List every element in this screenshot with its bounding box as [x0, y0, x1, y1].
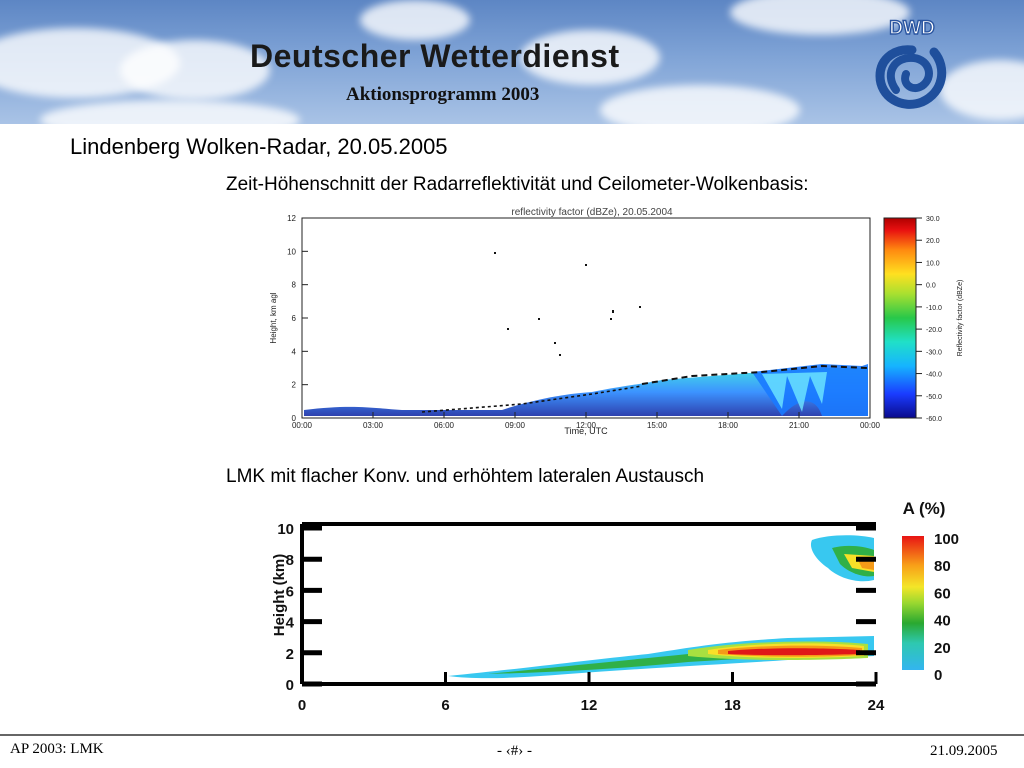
radar-colorbar-tick-label: 10.0: [926, 260, 940, 267]
cloud-decoration: [600, 85, 800, 124]
header-banner: Deutscher Wetterdienst Aktionsprogramm 2…: [0, 0, 1024, 124]
ceilometer-cloud-base: [641, 364, 869, 385]
radar-reflectivity-plot: reflectivity factor (dBZe), 20.05.2004 H…: [269, 207, 964, 436]
radar-y-tick-label: 4: [292, 347, 297, 356]
model-y-axis: 0 2 4 6 8 10: [277, 521, 876, 694]
model-x-tick-label: 12: [581, 697, 598, 714]
dwd-logo-icon: DWD: [875, 17, 947, 109]
footer-page-number: - ‹#› -: [497, 743, 532, 759]
model-caption: LMK mit flacher Konv. und erhöhtem later…: [226, 466, 705, 487]
model-y-tick-label: 0: [286, 677, 294, 694]
footer-divider: [0, 734, 1024, 736]
radar-echo-layer: [304, 368, 868, 416]
model-y-tick-label: 8: [286, 552, 294, 569]
radar-colorbar: [883, 217, 917, 419]
model-ylabel: Height (km): [271, 554, 288, 637]
radar-y-tick-label: 6: [292, 314, 297, 323]
radar-colorbar-tick-label: -10.0: [926, 305, 942, 312]
radar-colorbar-tick-label: -20.0: [926, 327, 942, 334]
radar-y-tick-label: 2: [292, 381, 297, 390]
model-colorbar: [902, 536, 924, 670]
radar-x-tick-label: 03:00: [363, 421, 384, 430]
radar-y-tick-label: 0: [292, 414, 297, 423]
model-colorbar-tick-label: 80: [934, 558, 951, 575]
radar-x-tick-label: 15:00: [647, 421, 668, 430]
model-colorbar-tick-label: 100: [934, 531, 959, 548]
model-frame: [300, 522, 876, 686]
radar-x-tick-label: 00:00: [292, 421, 313, 430]
radar-x-tick-label: 09:00: [505, 421, 526, 430]
cloud-decoration: [120, 40, 270, 100]
model-x-axis: 0 6 12 18 24: [298, 672, 885, 714]
radar-x-axis: 00:00 03:00 06:00 09:00 12:00 15:00 18:00 21:00…: [292, 412, 881, 430]
model-colorbar-ticks: 100 80 60 40 20 0: [934, 531, 959, 684]
ceilometer-points: [494, 252, 641, 356]
radar-caption: Zeit-Höhenschnitt der Radarreflektivität…: [226, 174, 809, 195]
legend-title: A (%): [903, 499, 946, 518]
cloud-decoration: [940, 60, 1024, 120]
model-y-tick-label: 10: [277, 521, 294, 538]
brand-subtitle: Aktionsprogramm 2003: [346, 84, 540, 105]
footer-left: AP 2003: LMK: [10, 741, 104, 757]
radar-y-tick-label: 10: [287, 247, 296, 256]
radar-colorbar-label: Reflectivity factor (dBZe): [957, 280, 964, 357]
radar-colorbar-tick-label: -50.0: [926, 394, 942, 401]
radar-colorbar-tick-label: 30.0: [926, 216, 940, 223]
radar-plot-title: reflectivity factor (dBZe), 20.05.2004: [511, 207, 673, 218]
radar-colorbar-tick-label: -30.0: [926, 349, 942, 356]
radar-x-tick-label: 00:00: [860, 421, 881, 430]
cloud-decoration: [730, 0, 910, 35]
radar-colorbar-ticks: 30.0 20.0 10.0 0.0 -10.0 -20.0 -30.0 -40.0 -50.0…: [916, 216, 942, 423]
radar-colorbar-tick-label: 20.0: [926, 238, 940, 245]
radar-y-tick-label: 8: [292, 281, 297, 290]
cloud-decoration: [360, 0, 470, 40]
model-x-tick-label: 18: [724, 697, 741, 714]
radar-x-tick-label: 21:00: [789, 421, 810, 430]
radar-colorbar-tick-label: -40.0: [926, 372, 942, 379]
model-colorbar-tick-label: 40: [934, 613, 951, 630]
model-x-tick-label: 6: [441, 697, 449, 714]
radar-colorbar-tick-label: -60.0: [926, 416, 942, 423]
radar-ylabel: Height, km agl: [269, 292, 278, 343]
radar-y-axis: 0 2 4 6 8 10 12: [287, 214, 308, 423]
slide-title: Lindenberg Wolken-Radar, 20.05.2005: [70, 134, 448, 159]
footer-date: 21.09.2005: [930, 743, 998, 759]
brand-title: Deutscher Wetterdienst: [250, 38, 620, 74]
model-x-tick-label: 24: [868, 697, 885, 714]
radar-xlabel: Time, UTC: [564, 426, 608, 436]
model-y-tick-label: 2: [286, 646, 294, 663]
model-colorbar-tick-label: 60: [934, 585, 951, 602]
radar-x-tick-label: 18:00: [718, 421, 739, 430]
radar-x-tick-label: 06:00: [434, 421, 455, 430]
radar-colorbar-tick-label: 0.0: [926, 283, 936, 290]
cloud-decoration: [40, 100, 300, 124]
model-colorbar-tick-label: 20: [934, 640, 951, 657]
radar-x-tick-label: 12:00: [576, 421, 597, 430]
model-y-tick-label: 4: [286, 615, 295, 632]
radar-y-tick-label: 12: [287, 214, 296, 223]
cloud-decoration: [520, 30, 660, 85]
model-y-tick-label: 6: [286, 583, 294, 600]
model-x-tick-label: 0: [298, 697, 306, 714]
model-colorbar-tick-label: 0: [934, 667, 942, 684]
logo-text: DWD: [889, 18, 934, 39]
